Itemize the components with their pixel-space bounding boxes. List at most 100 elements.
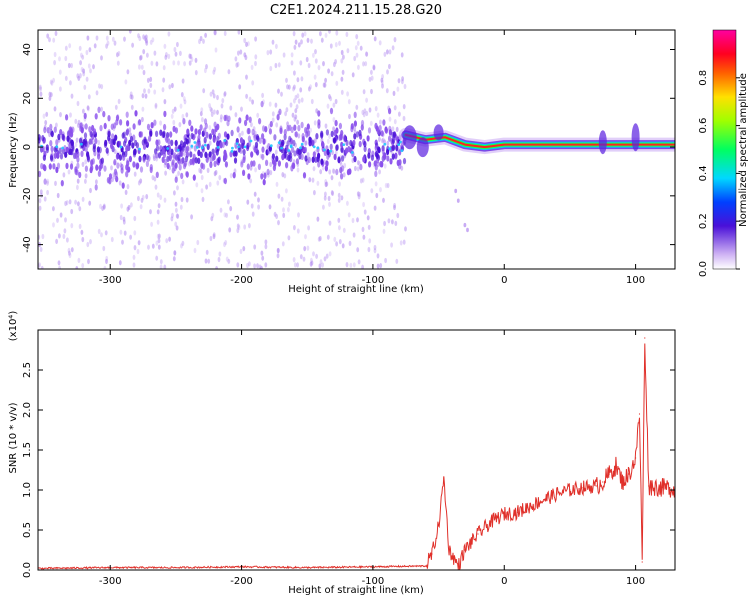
noise-speckle — [216, 180, 220, 186]
noise-speckle — [327, 68, 330, 74]
noise-speckle — [343, 162, 347, 169]
noise-speckle — [284, 111, 287, 117]
noise-speckle — [46, 180, 49, 186]
noise-core-speckle — [389, 158, 393, 165]
noise-spark — [166, 147, 170, 150]
noise-speckle — [319, 31, 322, 37]
noise-core-speckle — [281, 153, 285, 161]
noise-core-speckle — [386, 155, 390, 162]
noise-core-speckle — [217, 156, 221, 164]
noise-speckle — [374, 106, 378, 112]
noise-speckle — [70, 247, 74, 253]
noise-core-speckle — [195, 141, 199, 148]
noise-core-speckle — [43, 126, 47, 134]
noise-speckle — [356, 40, 360, 46]
noise-speckle — [179, 50, 182, 57]
noise-speckle — [388, 63, 391, 70]
noise-speckle — [401, 76, 404, 82]
noise-speckle — [77, 201, 80, 207]
noise-speckle — [46, 189, 49, 196]
noise-speckle — [303, 31, 307, 37]
noise-speckle — [58, 69, 62, 75]
noise-core-speckle — [78, 171, 82, 179]
noise-speckle — [75, 137, 79, 143]
noise-core-speckle — [180, 150, 184, 158]
noise-core-speckle — [300, 153, 304, 160]
noise-speckle — [182, 96, 186, 102]
noise-speckle — [97, 139, 101, 146]
colorbar-tick-label: 0.2 — [698, 213, 709, 229]
noise-speckle — [276, 143, 280, 149]
noise-speckle — [130, 202, 133, 208]
noise-speckle — [221, 98, 225, 104]
noise-speckle — [141, 194, 145, 200]
noise-speckle — [251, 99, 255, 105]
noise-core-speckle — [126, 128, 130, 135]
noise-speckle — [100, 55, 103, 61]
noise-speckle — [172, 119, 176, 126]
noise-speckle — [381, 138, 384, 144]
noise-speckle — [361, 226, 365, 232]
noise-core-speckle — [124, 150, 128, 158]
noise-speckle — [361, 264, 364, 269]
noise-speckle — [346, 48, 350, 54]
noise-core-speckle — [171, 161, 175, 168]
noise-speckle — [234, 112, 238, 118]
noise-core-speckle — [174, 127, 178, 134]
noise-speckle — [308, 177, 312, 183]
noise-core-speckle — [225, 114, 229, 122]
noise-core-speckle — [238, 117, 242, 124]
noise-core-speckle — [377, 146, 381, 153]
snr-data-point — [602, 481, 604, 483]
noise-core-speckle — [362, 156, 366, 163]
noise-speckle — [200, 174, 204, 181]
noise-speckle — [43, 196, 47, 202]
noise-speckle — [54, 180, 57, 186]
noise-core-speckle — [252, 160, 256, 167]
noise-core-speckle — [150, 122, 154, 129]
snr-data-point — [644, 337, 646, 339]
noise-speckle — [64, 200, 67, 207]
noise-core-speckle — [379, 160, 383, 168]
snr-panel: -300 -200 -100 0 100 0.0 0.5 1.0 1.5 2.0 2.5 Heig… — [8, 311, 676, 596]
noise-speckle — [211, 212, 215, 218]
noise-core-speckle — [110, 142, 114, 150]
noise-speckle — [56, 192, 60, 199]
noise-spark — [230, 149, 234, 153]
noise-core-speckle — [402, 157, 407, 165]
noise-speckle — [159, 120, 163, 126]
noise-core-speckle — [305, 131, 309, 138]
noise-core-speckle — [260, 100, 264, 108]
noise-core-speckle — [69, 163, 74, 170]
noise-core-speckle — [245, 114, 249, 121]
noise-core-speckle — [273, 134, 277, 141]
noise-core-speckle — [166, 162, 170, 170]
snr-data-point — [648, 485, 650, 487]
x-tick-label: -300 — [99, 576, 122, 587]
noise-core-speckle — [204, 151, 208, 158]
noise-speckle — [147, 244, 150, 250]
noise-core-speckle — [383, 153, 387, 161]
noise-speckle — [285, 188, 288, 194]
noise-speckle — [285, 107, 289, 113]
noise-speckle — [105, 258, 108, 264]
noise-speckle — [367, 224, 371, 230]
noise-speckle — [294, 39, 298, 45]
noise-speckle — [324, 77, 327, 83]
noise-speckle — [366, 215, 370, 221]
noise-speckle — [383, 220, 386, 227]
noise-speckle — [299, 254, 303, 260]
noise-speckle — [38, 84, 42, 90]
noise-speckle — [214, 47, 218, 53]
signal-blob — [598, 130, 607, 155]
noise-speckle — [137, 33, 140, 39]
noise-speckle — [313, 190, 316, 196]
noise-speckle — [58, 233, 61, 239]
noise-speckle — [294, 108, 298, 114]
snr-scale-label: (x10⁴) — [8, 311, 19, 342]
noise-speckle — [110, 236, 114, 243]
noise-speckle — [144, 34, 148, 40]
noise-core-speckle — [146, 123, 151, 131]
noise-speckle — [180, 243, 183, 249]
noise-core-speckle — [278, 108, 282, 116]
